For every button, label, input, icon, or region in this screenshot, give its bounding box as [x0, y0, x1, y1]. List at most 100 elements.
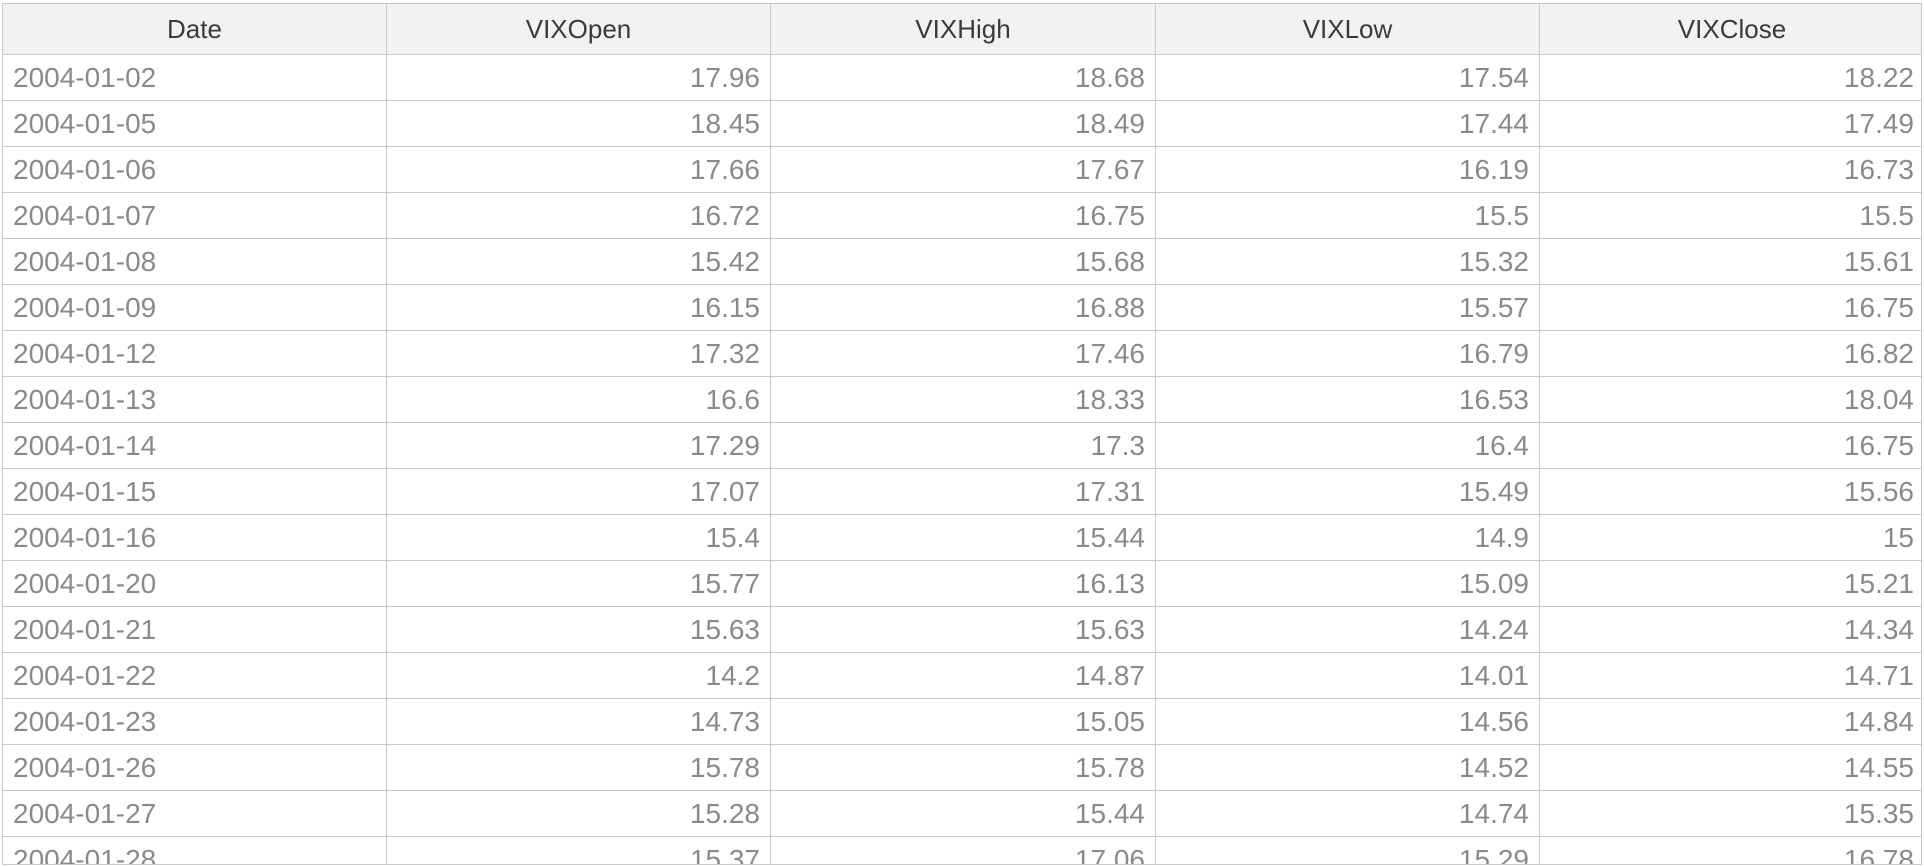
cell-vix-open[interactable]: 15.37: [386, 836, 771, 864]
cell-vix-low[interactable]: 15.32: [1155, 238, 1540, 285]
cell-vix-open[interactable]: 17.29: [386, 422, 771, 469]
cell-date[interactable]: 2004-01-23: [3, 698, 387, 745]
cell-vix-open[interactable]: 17.07: [386, 468, 771, 515]
cell-vix-open[interactable]: 14.2: [386, 652, 771, 699]
cell-date[interactable]: 2004-01-16: [3, 514, 387, 561]
cell-date[interactable]: 2004-01-20: [3, 560, 387, 607]
cell-date[interactable]: 2004-01-09: [3, 284, 387, 331]
cell-vix-low[interactable]: 14.24: [1155, 606, 1540, 653]
cell-vix-close[interactable]: 16.75: [1539, 422, 1921, 469]
cell-vix-low[interactable]: 15.09: [1155, 560, 1540, 607]
cell-date[interactable]: 2004-01-22: [3, 652, 387, 699]
cell-vix-high[interactable]: 15.68: [770, 238, 1156, 285]
cell-vix-high[interactable]: 15.44: [770, 514, 1156, 561]
cell-vix-close[interactable]: 16.73: [1539, 146, 1921, 193]
cell-vix-open[interactable]: 16.6: [386, 376, 771, 423]
table-row[interactable]: 2004-01-20 15.77 16.13 15.09 15.21: [3, 560, 1921, 607]
cell-vix-close[interactable]: 16.82: [1539, 330, 1921, 377]
cell-vix-low[interactable]: 17.54: [1155, 54, 1540, 101]
column-header-vix-high[interactable]: VIXHigh: [770, 4, 1156, 55]
cell-date[interactable]: 2004-01-12: [3, 330, 387, 377]
table-row[interactable]: 2004-01-02 17.96 18.68 17.54 18.22: [3, 54, 1921, 101]
cell-vix-high[interactable]: 14.87: [770, 652, 1156, 699]
cell-vix-open[interactable]: 15.63: [386, 606, 771, 653]
cell-vix-close[interactable]: 17.49: [1539, 100, 1921, 147]
cell-vix-low[interactable]: 14.74: [1155, 790, 1540, 837]
cell-vix-low[interactable]: 14.01: [1155, 652, 1540, 699]
cell-vix-low[interactable]: 15.5: [1155, 192, 1540, 239]
cell-vix-low[interactable]: 14.9: [1155, 514, 1540, 561]
cell-vix-low[interactable]: 16.79: [1155, 330, 1540, 377]
cell-vix-low[interactable]: 14.52: [1155, 744, 1540, 791]
table-row[interactable]: 2004-01-05 18.45 18.49 17.44 17.49: [3, 100, 1921, 147]
cell-vix-low[interactable]: 15.57: [1155, 284, 1540, 331]
cell-date[interactable]: 2004-01-14: [3, 422, 387, 469]
cell-date[interactable]: 2004-01-08: [3, 238, 387, 285]
data-grid[interactable]: Date VIXOpen VIXHigh VIXLow VIXClose 200…: [2, 3, 1922, 865]
cell-date[interactable]: 2004-01-15: [3, 468, 387, 515]
cell-vix-open[interactable]: 15.78: [386, 744, 771, 791]
cell-vix-high[interactable]: 18.33: [770, 376, 1156, 423]
table-row[interactable]: 2004-01-13 16.6 18.33 16.53 18.04: [3, 376, 1921, 423]
cell-vix-high[interactable]: 15.78: [770, 744, 1156, 791]
cell-vix-high[interactable]: 15.44: [770, 790, 1156, 837]
cell-date[interactable]: 2004-01-28: [3, 836, 387, 864]
cell-vix-close[interactable]: 15.21: [1539, 560, 1921, 607]
table-row[interactable]: 2004-01-06 17.66 17.67 16.19 16.73: [3, 146, 1921, 193]
cell-date[interactable]: 2004-01-21: [3, 606, 387, 653]
cell-vix-low[interactable]: 16.4: [1155, 422, 1540, 469]
column-header-vix-open[interactable]: VIXOpen: [386, 4, 771, 55]
cell-vix-close[interactable]: 15: [1539, 514, 1921, 561]
cell-vix-open[interactable]: 16.15: [386, 284, 771, 331]
table-row[interactable]: 2004-01-23 14.73 15.05 14.56 14.84: [3, 698, 1921, 745]
cell-date[interactable]: 2004-01-06: [3, 146, 387, 193]
cell-vix-open[interactable]: 15.42: [386, 238, 771, 285]
cell-vix-close[interactable]: 15.35: [1539, 790, 1921, 837]
table-row[interactable]: 2004-01-28 15.37 17.06 15.29 16.78: [3, 836, 1921, 864]
cell-vix-high[interactable]: 16.13: [770, 560, 1156, 607]
cell-vix-open[interactable]: 17.96: [386, 54, 771, 101]
cell-vix-high[interactable]: 15.05: [770, 698, 1156, 745]
cell-date[interactable]: 2004-01-05: [3, 100, 387, 147]
cell-vix-open[interactable]: 14.73: [386, 698, 771, 745]
cell-vix-high[interactable]: 16.75: [770, 192, 1156, 239]
table-row[interactable]: 2004-01-09 16.15 16.88 15.57 16.75: [3, 284, 1921, 331]
cell-vix-high[interactable]: 16.88: [770, 284, 1156, 331]
cell-vix-open[interactable]: 17.66: [386, 146, 771, 193]
cell-vix-close[interactable]: 16.78: [1539, 836, 1921, 864]
cell-vix-low[interactable]: 16.53: [1155, 376, 1540, 423]
cell-vix-close[interactable]: 14.34: [1539, 606, 1921, 653]
table-row[interactable]: 2004-01-27 15.28 15.44 14.74 15.35: [3, 790, 1921, 837]
table-row[interactable]: 2004-01-12 17.32 17.46 16.79 16.82: [3, 330, 1921, 377]
column-header-vix-low[interactable]: VIXLow: [1155, 4, 1540, 55]
cell-vix-open[interactable]: 15.77: [386, 560, 771, 607]
table-row[interactable]: 2004-01-07 16.72 16.75 15.5 15.5: [3, 192, 1921, 239]
cell-date[interactable]: 2004-01-26: [3, 744, 387, 791]
cell-vix-high[interactable]: 18.68: [770, 54, 1156, 101]
cell-vix-close[interactable]: 16.75: [1539, 284, 1921, 331]
cell-vix-high[interactable]: 15.63: [770, 606, 1156, 653]
cell-date[interactable]: 2004-01-13: [3, 376, 387, 423]
table-row[interactable]: 2004-01-15 17.07 17.31 15.49 15.56: [3, 468, 1921, 515]
column-header-vix-close[interactable]: VIXClose: [1539, 4, 1921, 55]
cell-vix-high[interactable]: 17.31: [770, 468, 1156, 515]
cell-vix-high[interactable]: 17.3: [770, 422, 1156, 469]
cell-vix-close[interactable]: 15.56: [1539, 468, 1921, 515]
table-row[interactable]: 2004-01-22 14.2 14.87 14.01 14.71: [3, 652, 1921, 699]
cell-vix-low[interactable]: 17.44: [1155, 100, 1540, 147]
cell-date[interactable]: 2004-01-02: [3, 54, 387, 101]
cell-vix-close[interactable]: 14.55: [1539, 744, 1921, 791]
cell-vix-close[interactable]: 18.22: [1539, 54, 1921, 101]
cell-vix-close[interactable]: 15.5: [1539, 192, 1921, 239]
cell-vix-close[interactable]: 15.61: [1539, 238, 1921, 285]
cell-vix-open[interactable]: 15.4: [386, 514, 771, 561]
cell-vix-close[interactable]: 14.71: [1539, 652, 1921, 699]
cell-vix-low[interactable]: 15.49: [1155, 468, 1540, 515]
cell-vix-high[interactable]: 17.06: [770, 836, 1156, 864]
cell-vix-high[interactable]: 17.67: [770, 146, 1156, 193]
table-row[interactable]: 2004-01-14 17.29 17.3 16.4 16.75: [3, 422, 1921, 469]
cell-vix-open[interactable]: 17.32: [386, 330, 771, 377]
column-header-date[interactable]: Date: [3, 4, 387, 55]
table-row[interactable]: 2004-01-16 15.4 15.44 14.9 15: [3, 514, 1921, 561]
cell-vix-low[interactable]: 16.19: [1155, 146, 1540, 193]
